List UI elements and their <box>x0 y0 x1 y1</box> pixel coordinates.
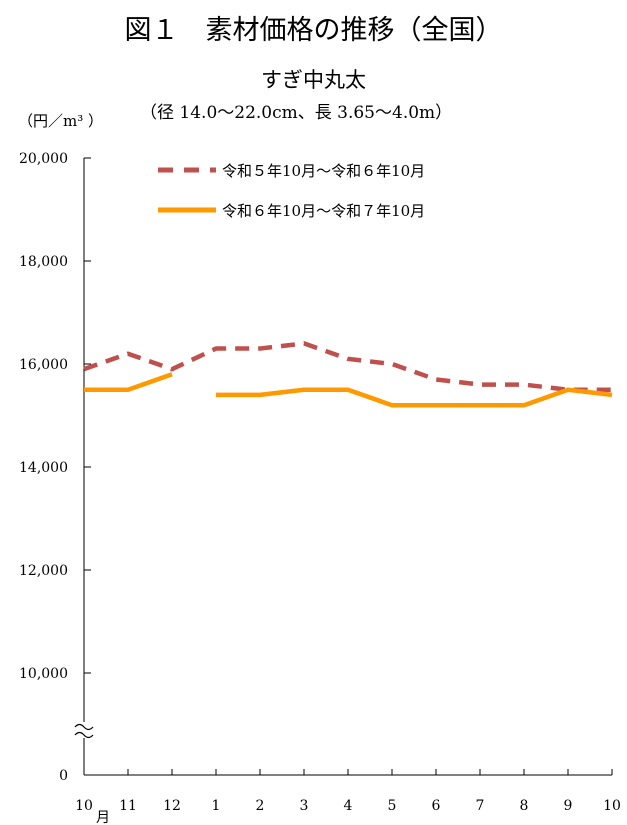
x-tick-label: 1 <box>212 798 221 814</box>
x-tick-label: 5 <box>388 798 397 814</box>
y-tick-label: 12,000 <box>19 563 68 579</box>
axis-break-icon <box>74 723 94 739</box>
legend-label-2: 令和６年10月～令和７年10月 <box>222 202 425 220</box>
x-tick-label: 2 <box>256 798 265 814</box>
x-tick-label: 6 <box>432 798 441 814</box>
y-tick-label: 10,000 <box>19 666 68 682</box>
x-tick-label: 12 <box>163 798 181 814</box>
y-tick-label: 14,000 <box>19 460 68 476</box>
x-tick-label: 9 <box>564 798 573 814</box>
x-tick-label: 7 <box>476 798 485 814</box>
x-tick-label: 10 <box>75 798 93 814</box>
x-tick-label: 3 <box>300 798 309 814</box>
x-tick-label: 11 <box>119 798 137 814</box>
y-axis-unit: （円／m³ ） <box>18 112 104 130</box>
chart-subtitle: すぎ中丸太 <box>261 68 366 92</box>
x-tick-label: 8 <box>520 798 529 814</box>
axis-break-mask <box>76 722 92 738</box>
y-tick-label: 20,000 <box>19 151 68 167</box>
y-tick-label: 16,000 <box>19 357 68 373</box>
y-tick-label: 0 <box>59 768 68 784</box>
chart-subtitle-spec: （径 14.0～22.0cm、長 3.65～4.0m） <box>140 103 453 123</box>
chart-title: 図１ 素材価格の推移（全国） <box>124 15 503 46</box>
y-tick-label: 18,000 <box>19 254 68 270</box>
x-tick-label-suffix: 月 <box>96 810 110 825</box>
legend-label-1: 令和５年10月～令和６年10月 <box>222 162 425 180</box>
x-tick-label: 10 <box>603 798 621 814</box>
x-tick-label: 4 <box>344 798 353 814</box>
series-line-1 <box>83 341 612 392</box>
